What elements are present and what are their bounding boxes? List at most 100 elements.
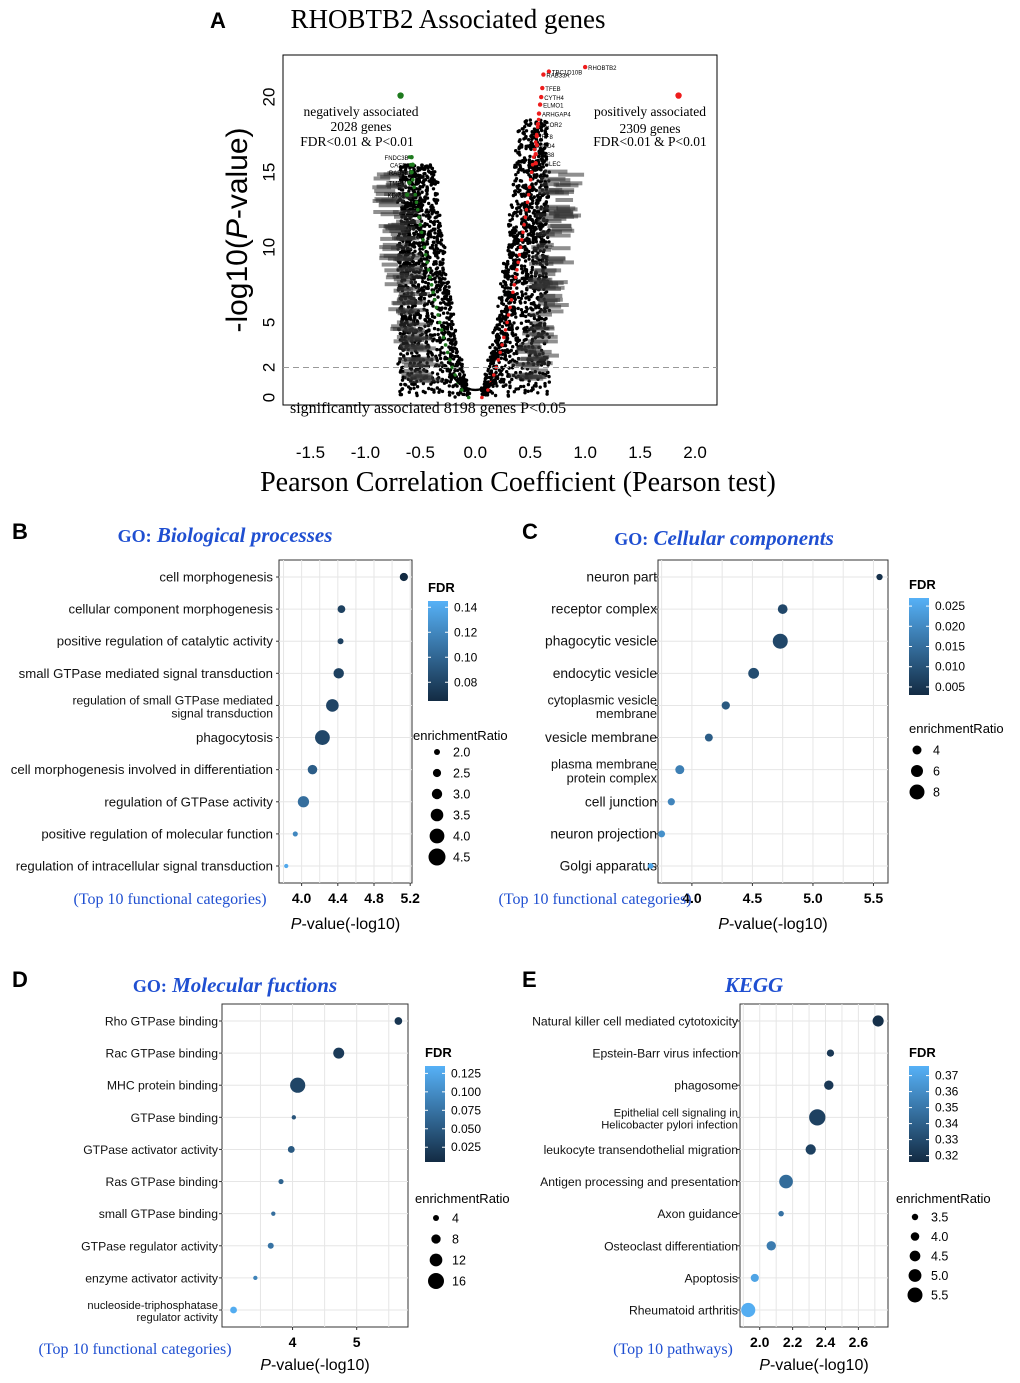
panel-d-dotplot: D GO: Molecular fuctions Rho GTPase bindin… [12, 967, 510, 1374]
x-axis-title-italic: P [260, 1357, 271, 1374]
size-legend-dot [909, 1250, 921, 1262]
volcano-point [520, 290, 524, 294]
volcano-point [506, 290, 511, 294]
volcano-point [442, 381, 447, 385]
data-dot [779, 1174, 793, 1189]
gene-label-mark [393, 277, 413, 282]
volcano-point [408, 166, 412, 170]
volcano-point [453, 329, 457, 333]
volcano-point [530, 159, 535, 164]
volcano-point [452, 337, 456, 341]
volcano-point [420, 175, 425, 179]
volcano-point [547, 374, 551, 379]
volcano-point [441, 311, 446, 315]
gene-label-mark [531, 245, 553, 250]
volcano-point [502, 289, 506, 294]
volcano-point [523, 259, 528, 263]
volcano-point [426, 175, 430, 180]
gene-label-mark [550, 223, 572, 228]
volcano-point [441, 281, 446, 285]
pos-point [528, 177, 533, 182]
x-axis-title-rest: -value(-log10) [301, 916, 400, 933]
x-axis-title-rest: -value(-log10) [729, 916, 828, 933]
labeled-gene-text: FNDC3B [385, 156, 409, 162]
volcano-point [427, 317, 432, 322]
x-tick-label: -0.5 [406, 443, 435, 462]
fdr-colorbar [425, 1066, 445, 1162]
gene-label-mark [408, 364, 430, 369]
gene-label-mark [555, 213, 582, 218]
category-label-line1: Epithelial cell signaling in [614, 1107, 738, 1119]
volcano-point [453, 395, 457, 399]
volcano-point [432, 277, 436, 281]
volcano-point [531, 221, 536, 226]
data-dot [772, 633, 788, 649]
volcano-point [495, 332, 500, 337]
volcano-point [425, 308, 429, 313]
volcano-point [439, 234, 443, 238]
size-legend-label: 6 [933, 765, 940, 779]
volcano-point [409, 317, 413, 321]
volcano-point [445, 288, 449, 292]
neg-point [434, 305, 439, 310]
volcano-point [424, 266, 428, 270]
volcano-point [535, 174, 539, 178]
volcano-point [497, 343, 502, 347]
labeled-gene-point [410, 162, 415, 167]
category-label: positive regulation of molecular functio… [41, 826, 273, 841]
panel-title-prefix: GO: [133, 976, 167, 996]
volcano-point [400, 378, 405, 382]
volcano-point [430, 212, 434, 216]
volcano-point [412, 231, 416, 236]
volcano-point [514, 179, 518, 183]
volcano-point [415, 393, 419, 398]
fdr-tick-label: 0.12 [454, 625, 478, 639]
category-label-line2: membrane [596, 706, 657, 721]
size-legend-label: 12 [452, 1254, 466, 1268]
x-axis-title: P-value(-log10) [718, 916, 827, 933]
volcano-point [514, 149, 518, 153]
volcano-point [486, 369, 490, 373]
pos-point [505, 320, 509, 325]
size-legend-label: 3.5 [931, 1211, 948, 1225]
category-label: Apoptosis [684, 1271, 738, 1285]
labeled-gene-text: KDM3 [387, 194, 404, 200]
volcano-point [543, 381, 547, 386]
volcano-point [437, 306, 442, 311]
panel-e-dotplot: E KEGG Natural killer cell mediated cytoto… [522, 967, 991, 1374]
neg-point [425, 260, 430, 265]
volcano-point [539, 167, 543, 172]
pos-point [513, 275, 518, 280]
volcano-point [481, 392, 486, 397]
y-tick-label: 15 [260, 163, 279, 182]
volcano-point [419, 226, 423, 230]
gene-label-mark [408, 379, 432, 384]
volcano-point [453, 354, 457, 359]
labeled-gene-point [537, 102, 543, 107]
volcano-point [521, 253, 525, 258]
volcano-point [419, 204, 424, 208]
volcano-point [447, 393, 452, 397]
labeled-gene-text: RAB8 [539, 153, 555, 159]
panel-c-dotplot: C GO: Cellular components neuron part recep… [498, 519, 1003, 933]
volcano-point [540, 237, 544, 241]
gene-label-mark [536, 242, 554, 247]
volcano-point [510, 280, 514, 284]
volcano-point [425, 214, 429, 218]
neg-point [416, 207, 420, 212]
gene-label-mark [396, 219, 422, 224]
volcano-point [438, 356, 443, 361]
volcano-point [520, 234, 524, 238]
volcano-point [454, 351, 459, 355]
volcano-point [426, 233, 430, 237]
size-legend-dot [433, 1215, 439, 1221]
gene-label-mark [535, 213, 560, 218]
gene-label-mark [380, 212, 402, 217]
category-label: phagocytosis [196, 730, 273, 745]
gene-label-mark [390, 326, 416, 331]
volcano-point [500, 324, 505, 329]
y-tick-label: 0 [260, 393, 279, 402]
volcano-point [532, 195, 536, 199]
fdr-tick-label: 0.015 [935, 640, 965, 654]
size-legend-label: 4.5 [931, 1250, 948, 1264]
